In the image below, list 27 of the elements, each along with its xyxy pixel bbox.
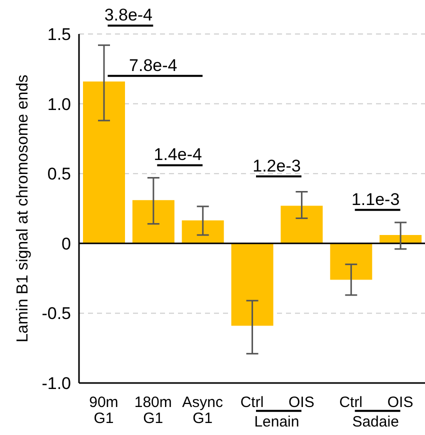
x-tick-label: 90m G1 xyxy=(89,394,118,427)
bar xyxy=(231,243,274,326)
bar xyxy=(132,200,174,244)
x-tick-label: OIS xyxy=(387,394,414,411)
text: Sadaie xyxy=(352,414,399,431)
x-tick-label: OIS xyxy=(288,394,314,411)
x-tick-label: Async G1 xyxy=(182,394,224,427)
y-tick-label: 1.0 xyxy=(47,94,71,114)
annotation: 7.8e-4 xyxy=(129,56,178,75)
y-tick-label: -0.5 xyxy=(42,304,71,324)
y-tick-label: 0 xyxy=(62,234,71,254)
y-axis-title: Lamin B1 signal at chromosome ends xyxy=(14,74,32,342)
bar xyxy=(330,243,372,280)
bar xyxy=(83,81,125,244)
bar xyxy=(182,220,224,244)
x-tick-label: Ctrl xyxy=(339,394,363,411)
y-tick-label: 1.5 xyxy=(47,25,71,44)
y-tick-label: -1.0 xyxy=(42,374,71,394)
y-tick-label: 0.5 xyxy=(47,164,71,184)
x-tick-label: Ctrl xyxy=(240,394,264,411)
text: Lenain xyxy=(254,414,300,431)
text: 3.8e-4 xyxy=(104,6,153,25)
annotation: 1.2e-3 xyxy=(252,156,301,176)
x-tick-label: 180m G1 xyxy=(134,394,172,427)
annotation: 1.1e-3 xyxy=(351,190,400,209)
annotation: 1.4e-4 xyxy=(154,145,202,164)
bar xyxy=(280,206,323,244)
